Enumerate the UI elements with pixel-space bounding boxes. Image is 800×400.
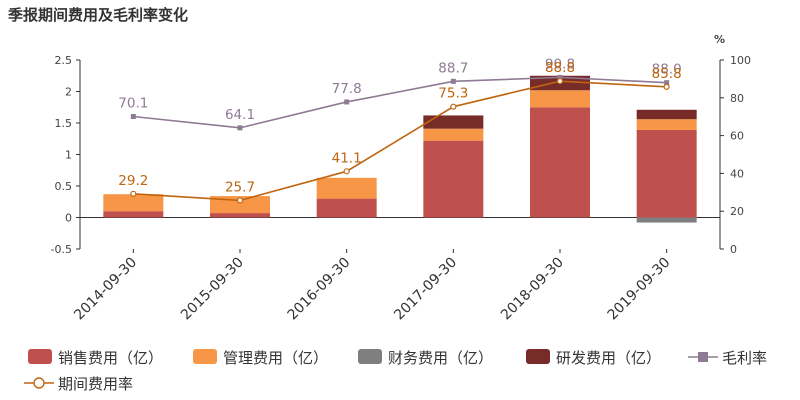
legend-label: 管理费用（亿） [223, 349, 328, 367]
data-label: 25.7 [225, 179, 255, 195]
y-right-tick-label: 40 [730, 167, 744, 180]
line-point [450, 78, 456, 84]
line-point [343, 168, 350, 175]
line-point [556, 78, 564, 85]
data-label: 77.8 [332, 81, 362, 97]
y-left-tick-label: 2 [65, 86, 72, 99]
bar-segment [316, 177, 377, 199]
bar-segment [423, 115, 484, 129]
data-label: 88.0 [652, 62, 682, 78]
bar-segment [636, 217, 697, 223]
bar-segment [530, 107, 590, 218]
x-tick-label: 2016-09-30 [285, 255, 354, 324]
y-right-tick-label: 60 [730, 130, 744, 143]
line-point [344, 99, 350, 105]
bar-segment [103, 194, 164, 212]
line-point [237, 125, 243, 131]
series-line [133, 76, 667, 129]
y-left-tick-label: 0 [65, 212, 72, 225]
y-left-tick-label: 0.5 [55, 180, 73, 193]
x-tick-label: 2018-09-30 [498, 255, 567, 324]
data-label: 70.1 [118, 96, 148, 112]
line-point [130, 114, 136, 120]
series-line [133, 80, 667, 202]
bar-segment [423, 140, 484, 218]
legend-marker [698, 352, 708, 362]
legend-swatch [526, 349, 550, 364]
bar-segment [210, 196, 270, 214]
legend-swatch [28, 349, 52, 364]
x-tick-label: 2019-09-30 [605, 255, 674, 324]
legend-label: 财务费用（亿） [388, 349, 493, 367]
data-label: 29.2 [118, 173, 148, 189]
y-left-tick-label: 1.5 [55, 117, 73, 130]
bar-segment [636, 109, 697, 120]
chart-title: 季报期间费用及毛利率变化 [8, 6, 189, 24]
line-point [557, 74, 563, 80]
y-left-tick-label: -0.5 [51, 243, 72, 256]
bar-segment [530, 90, 590, 108]
y-right-tick-label: 0 [730, 243, 737, 256]
legend-label: 毛利率 [722, 349, 767, 367]
y-right-tick-label: 20 [730, 205, 744, 218]
y-right-unit: % [714, 33, 725, 46]
line-point [236, 197, 244, 204]
line-point [450, 103, 457, 110]
bar-segment [636, 119, 697, 130]
legend-label: 期间费用率 [58, 375, 133, 393]
data-label: 88.7 [438, 60, 468, 76]
y-right-tick-label: 100 [730, 54, 751, 67]
line-point [130, 190, 137, 197]
line-point [664, 80, 670, 86]
y-right-tick-label: 80 [730, 92, 744, 105]
bar-segment [210, 213, 270, 218]
line-point [663, 83, 670, 90]
y-left-tick-label: 1 [65, 149, 72, 162]
data-label: 75.3 [438, 86, 468, 102]
bar-segment [316, 198, 377, 218]
legend-label: 研发费用（亿） [556, 349, 661, 367]
data-label: 64.1 [225, 107, 255, 123]
data-label: 88.8 [545, 60, 575, 76]
bar-segment [423, 128, 484, 141]
data-label: 85.8 [652, 66, 682, 82]
legend-swatch [193, 349, 217, 364]
data-label: 41.1 [332, 150, 362, 166]
y-left-tick-label: 2.5 [55, 54, 73, 67]
data-label: 90.8 [545, 56, 575, 72]
x-tick-label: 2015-09-30 [178, 255, 247, 324]
bar-segment [103, 211, 164, 218]
legend-marker [33, 377, 45, 389]
x-tick-label: 2014-09-30 [71, 255, 140, 324]
x-tick-label: 2017-09-30 [391, 255, 460, 324]
bar-segment [636, 129, 697, 218]
legend-label: 销售费用（亿） [58, 349, 163, 367]
legend-swatch [358, 349, 382, 364]
